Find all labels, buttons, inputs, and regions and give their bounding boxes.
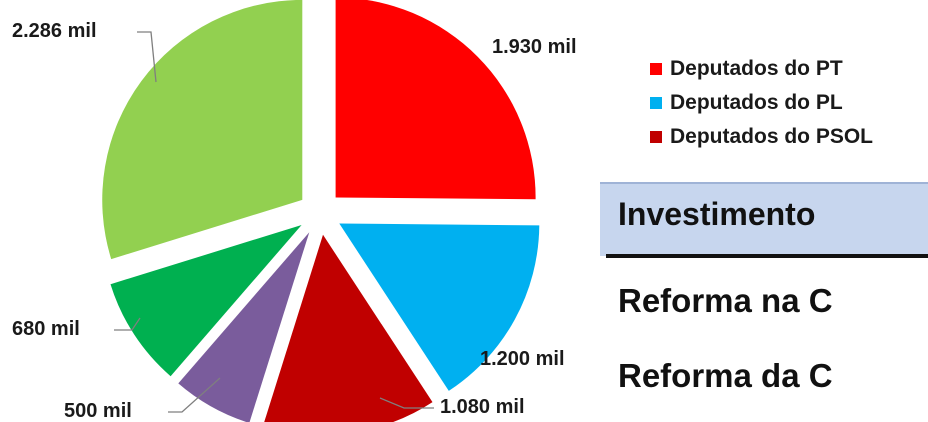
chart-legend: Deputados do PT Deputados do PL Deputado… xyxy=(650,52,873,154)
overlay-divider xyxy=(606,254,928,258)
slice-label-500: 500 mil xyxy=(64,400,132,422)
slice-label-1080: 1.080 mil xyxy=(440,396,525,418)
legend-item-pt: Deputados do PT xyxy=(650,52,873,86)
legend-item-pl: Deputados do PL xyxy=(650,86,873,120)
legend-swatch-pl xyxy=(650,97,662,109)
pie-slice-1930 xyxy=(335,0,536,200)
legend-swatch-pt xyxy=(650,63,662,75)
legend-label-pt: Deputados do PT xyxy=(670,57,843,80)
legend-label-pl: Deputados do PL xyxy=(670,91,843,114)
overlay-line-2: Reforma da C xyxy=(618,357,833,394)
overlay-panel: Investimento Reforma na C Reforma da C xyxy=(600,182,928,422)
legend-swatch-psol xyxy=(650,131,662,143)
pie-slices xyxy=(102,0,540,422)
pie-slice-1080 xyxy=(264,234,433,422)
slice-labels: 1.930 mil 1.200 mil 1.080 mil 500 mil 68… xyxy=(12,20,577,422)
slice-label-1200: 1.200 mil xyxy=(480,348,565,370)
slice-label-1930: 1.930 mil xyxy=(492,36,577,58)
pie-slice-500 xyxy=(178,232,310,422)
pie-slice-680 xyxy=(110,225,302,377)
overlay-heading-band xyxy=(600,182,928,256)
legend-item-psol: Deputados do PSOL xyxy=(650,120,873,154)
leader-line-680 xyxy=(114,317,141,331)
slice-label-680: 680 mil xyxy=(12,318,80,340)
overlay-heading: Investimento xyxy=(618,196,816,232)
leader-line-2286 xyxy=(137,31,157,83)
slice-label-2286: 2.286 mil xyxy=(12,20,97,42)
overlay-line-1: Reforma na C xyxy=(618,282,833,319)
leader-line-1080 xyxy=(379,397,434,409)
leader-lines xyxy=(114,31,434,413)
leader-line-500 xyxy=(168,377,221,413)
legend-label-psol: Deputados do PSOL xyxy=(670,125,874,148)
pie-slice-1200 xyxy=(339,223,540,391)
pie-slice-2286 xyxy=(102,0,303,260)
